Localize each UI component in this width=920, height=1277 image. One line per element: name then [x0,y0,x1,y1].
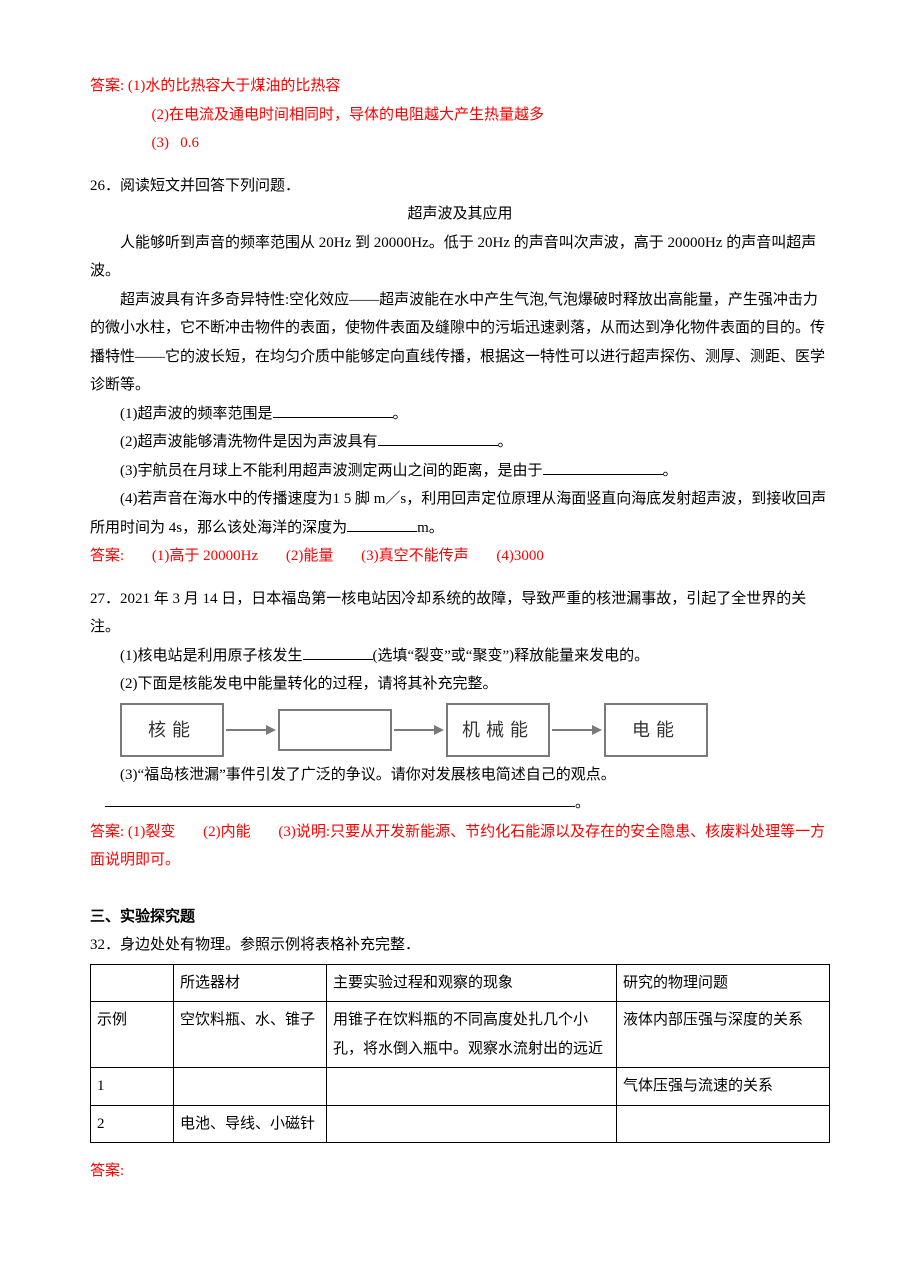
table-cell: 示例 [91,1002,174,1068]
q26-para2: 超声波具有许多奇异特性:空化效应——超声波能在水中产生气泡,气泡爆破时释放出高能… [90,286,830,400]
answer-prefix: 答案: [90,548,124,564]
blank-input[interactable] [543,459,663,475]
q32-answer: 答案: [90,1157,830,1186]
q27-a2: (2)内能 [203,824,251,840]
q27-s1b: (选填“裂变”或“聚变”)释放能量来发电的。 [373,648,650,664]
table-row: 所选器材 主要实验过程和观察的现象 研究的物理问题 [91,964,830,1002]
q26-title: 超声波及其应用 [90,200,830,229]
diagram-box-nuclear: 核能 [120,703,224,757]
q25-ans1: (1)水的比热容大于煤油的比热容 [128,78,341,94]
q27-blank-line: 。 [90,789,830,818]
q32-table: 所选器材 主要实验过程和观察的现象 研究的物理问题 示例 空饮料瓶、水、锥子 用… [90,964,830,1144]
q26-s2-tail: 。 [498,434,513,450]
blank-input[interactable] [303,644,373,660]
q27-s3a: (3)“福岛核泄漏”事件引发了广泛的争议。请你对发展核电简述自己的观点。 [120,767,616,783]
q26-a2: (2)能量 [286,548,334,564]
q27-stem: 27．2021 年 3 月 14 日，日本福岛第一核电站因冷却系统的故障，导致严… [90,585,830,642]
q26-s2-text: (2)超声波能够清洗物件是因为声波具有 [120,434,378,450]
q26-stem: 26．阅读短文并回答下列问题． [90,172,830,201]
table-header-cell: 研究的物理问题 [617,964,830,1002]
table-row: 示例 空饮料瓶、水、锥子 用锥子在饮料瓶的不同高度处扎几个小孔，将水倒入瓶中。观… [91,1002,830,1068]
q26-s3-tail: 。 [663,463,678,479]
table-row: 2 电池、导线、小磁针 [91,1105,830,1143]
arrow-icon [552,725,602,735]
blank-input[interactable] [347,516,417,532]
q26-sub2: (2)超声波能够清洗物件是因为声波具有 。 [90,428,830,457]
q26-s1-text: (1)超声波的频率范围是 [120,406,273,422]
q26-s4-text: (4)若声音在海水中的传播速度为1 5 脚 m／s，利用回声定位原理从海面竖直向… [90,491,826,536]
table-cell[interactable] [174,1068,327,1106]
blank-input[interactable] [378,430,498,446]
table-cell[interactable] [327,1068,617,1106]
q25-ans3a: (3) [152,135,170,151]
q27-sub1: (1)核电站是利用原子核发生 (选填“裂变”或“聚变”)释放能量来发电的。 [90,642,830,671]
q32-stem: 32．身边处处有物理。参照示例将表格补充完整． [90,931,830,960]
q25-ans3b: 0.6 [180,135,199,151]
q26-a3: (3)真空不能传声 [361,548,469,564]
q27-answer: 答案: (1)裂变 (2)内能 (3)说明:只要从开发新能源、节约化石能源以及存… [90,818,830,875]
table-row: 1 气体压强与流速的关系 [91,1068,830,1106]
table-cell: 空饮料瓶、水、锥子 [174,1002,327,1068]
table-cell: 液体内部压强与深度的关系 [617,1002,830,1068]
section3-title: 三、实验探究题 [90,903,830,932]
blank-input[interactable] [105,791,575,807]
table-cell[interactable] [327,1105,617,1143]
q27-a1: (1)裂变 [128,824,176,840]
q26-sub1: (1)超声波的频率范围是 。 [90,400,830,429]
q26-s4-tail: m。 [417,520,444,536]
blank-input[interactable] [273,402,393,418]
diagram-box-electric: 电能 [604,703,708,757]
answer-prefix: 答案: [90,824,124,840]
q27-s1a: (1)核电站是利用原子核发生 [120,648,303,664]
q25-ans-line2: (2)在电流及通电时间相同时，导体的电阻越大产生热量越多 [90,101,830,130]
diagram-box-blank[interactable] [278,709,392,751]
q27-sub3: (3)“福岛核泄漏”事件引发了广泛的争议。请你对发展核电简述自己的观点。 [90,761,830,790]
answer-prefix: 答案: [90,78,124,94]
table-cell: 2 [91,1105,174,1143]
table-cell[interactable] [617,1105,830,1143]
table-header-cell: 所选器材 [174,964,327,1002]
q26-a1: (1)高于 20000Hz [152,548,258,564]
table-cell: 1 [91,1068,174,1106]
q26-para1: 人能够听到声音的频率范围从 20Hz 到 20000Hz。低于 20Hz 的声音… [90,229,830,286]
table-cell: 气体压强与流速的关系 [617,1068,830,1106]
q25-ans-line1: 答案: (1)水的比热容大于煤油的比热容 [90,72,830,101]
table-header-cell: 主要实验过程和观察的现象 [327,964,617,1002]
q25-ans-line3: (3) 0.6 [90,129,830,158]
q26-sub3: (3)宇航员在月球上不能利用超声波测定两山之间的距离，是由于 。 [90,457,830,486]
energy-flow-diagram: 核能 机械能 电能 [90,699,830,761]
table-header-cell [91,964,174,1002]
q26-answer: 答案: (1)高于 20000Hz (2)能量 (3)真空不能传声 (4)300… [90,542,830,571]
q25-answer: 答案: (1)水的比热容大于煤油的比热容 (2)在电流及通电时间相同时，导体的电… [90,72,830,158]
q27-a3: (3)说明:只要从开发新能源、节约化石能源以及存在的安全隐患、核废料处理等一方面… [90,824,825,869]
q26-s1-tail: 。 [393,406,408,422]
q27-s3-tail: 。 [575,795,590,811]
q27-sub2: (2)下面是核能发电中能量转化的过程，请将其补充完整。 [90,670,830,699]
q26-s3-text: (3)宇航员在月球上不能利用超声波测定两山之间的距离，是由于 [120,463,543,479]
arrow-icon [226,725,276,735]
table-cell: 电池、导线、小磁针 [174,1105,327,1143]
q26-a4: (4)3000 [496,548,544,564]
table-cell: 用锥子在饮料瓶的不同高度处扎几个小孔，将水倒入瓶中。观察水流射出的远近 [327,1002,617,1068]
diagram-box-mechanical: 机械能 [446,703,550,757]
q26-sub4: (4)若声音在海水中的传播速度为1 5 脚 m／s，利用回声定位原理从海面竖直向… [90,485,830,542]
arrow-icon [394,725,444,735]
